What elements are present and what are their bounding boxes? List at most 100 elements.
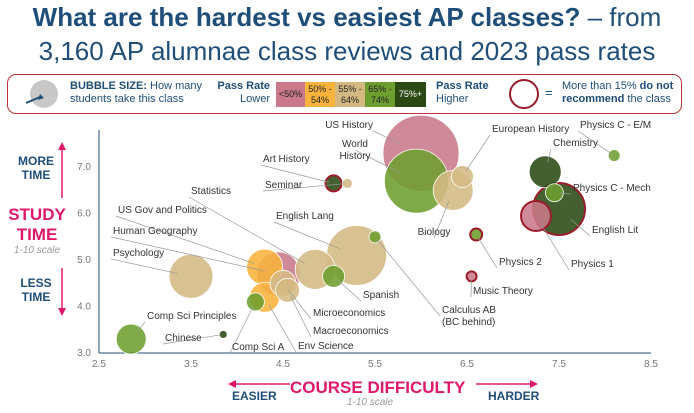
not-recommended-pre: More than 15% <box>562 80 640 92</box>
bubble-psychology <box>168 253 214 299</box>
leader-line-english-lit <box>570 218 591 237</box>
chart-title-line1: What are the hardest vs easiest AP class… <box>0 2 694 33</box>
leader-line-psychology <box>110 258 179 274</box>
bubble-label-comp-sci-a: Comp Sci A <box>232 342 285 353</box>
y-axis-title: STUDY TIME <box>8 205 66 244</box>
bubble-size-text: BUBBLE SIZE: How many students take this… <box>70 80 202 106</box>
bubble-label-physics-2: Physics 2 <box>499 257 542 268</box>
not-recommended-text: More than 15% do not recommend the class <box>562 80 673 106</box>
x-tick-label: 8.5 <box>644 359 658 370</box>
x-tick-label: 4.5 <box>276 359 290 370</box>
bubble-european-history <box>450 165 474 188</box>
leader-line-microeconomics <box>287 289 312 320</box>
bubble-comp-sci-a <box>245 292 265 312</box>
x-tick-label: 7.5 <box>552 359 566 370</box>
title-bold: What are the hardest vs easiest AP class… <box>32 2 581 32</box>
legend-swatch-lt50: <50% <box>276 82 305 107</box>
legend-box: BUBBLE SIZE: How many students take this… <box>7 74 682 114</box>
legend-swatch-65-74: 65% - 74% <box>365 82 395 107</box>
pass-rate-lower-title: Pass Rate <box>217 80 270 92</box>
chart-title-line2: 3,160 AP alumnae class reviews and 2023 … <box>38 36 656 66</box>
y-tick-label: 4.0 <box>77 302 91 313</box>
leader-line-comp-sci-a <box>229 306 254 354</box>
leader-line-env-science <box>268 304 297 353</box>
title-rest: – from <box>580 2 662 32</box>
y-tick-label: 5.0 <box>77 255 91 266</box>
bubble-calculus-ab-bc-behind- <box>368 230 382 244</box>
y-tick-label: 7.0 <box>77 162 91 173</box>
x-axis-title: COURSE DIFFICULTY <box>290 378 466 397</box>
leader-line-chinese <box>162 334 221 345</box>
bubble-seminar <box>341 178 353 189</box>
bubble-label-human-geography: Human Geography <box>113 226 198 237</box>
y-less-time-label: LESS TIME <box>20 276 52 304</box>
bubble-label-calculus-ab-bc-behind-: Calculus AB (BC behind) <box>442 305 496 328</box>
leader-line-physics-2 <box>477 237 498 269</box>
pass-rate-higher-label: Higher <box>436 93 469 105</box>
leader-line-physics-c-mech <box>559 192 572 195</box>
x-axis-scale: 1-10 scale <box>346 397 394 408</box>
leader-line-calculus-ab-bc-behind- <box>377 239 441 317</box>
y-more-time-label: MORE TIME <box>18 154 54 182</box>
not-recommended-legend-icon <box>509 79 539 109</box>
not-recommended-bold1: do not <box>639 80 674 92</box>
bubble-label-macroeconomics: Macroeconomics <box>313 326 389 337</box>
bubble-size-legend-icon <box>25 80 58 108</box>
bubble-art-history <box>324 174 343 193</box>
bubble-physics-c-mech <box>545 183 564 203</box>
leader-line-statistics <box>188 196 305 264</box>
leader-line-world-history <box>354 149 400 173</box>
bubble-label-psychology: Psychology <box>113 248 164 259</box>
bubble-label-music-theory: Music Theory <box>473 286 533 297</box>
y-tick-label: 6.0 <box>77 209 91 220</box>
bubble-macroeconomics <box>275 277 301 303</box>
leader-line-art-history <box>260 164 330 183</box>
not-recommended-post: the class <box>624 93 671 105</box>
leader-line-spanish <box>338 280 362 302</box>
bubble-label-us-history: US History <box>325 120 373 131</box>
x-harder-label: HARDER <box>488 389 540 403</box>
bubble-size-rest2: students take this class <box>70 93 184 105</box>
y-tick-label: 3.0 <box>77 348 91 359</box>
leader-line-music-theory <box>470 279 472 298</box>
label-layer: US History World History European History Bi… <box>110 120 651 354</box>
bubble-label-biology: Biology <box>418 227 451 238</box>
leader-line-human-geography <box>110 236 266 272</box>
bubble-label-spanish: Spanish <box>363 290 399 301</box>
x-tick-label: 2.5 <box>92 359 106 370</box>
pass-rate-higher-title: Pass Rate <box>436 80 489 92</box>
bubble-physics-c-e-m <box>607 149 621 162</box>
bubble-layer <box>115 114 621 355</box>
bubble-label-env-science: Env Science <box>298 341 354 352</box>
bubble-spanish <box>322 264 346 288</box>
bubble-size-rest1: How many <box>147 80 203 92</box>
bubble-physics-1 <box>520 199 552 232</box>
x-tick-label: 3.5 <box>184 359 198 370</box>
pass-rate-lower: Pass Rate Lower <box>216 80 270 106</box>
pass-rate-lower-label: Lower <box>240 93 270 105</box>
leader-line-us-history <box>372 130 401 144</box>
bubble-label-art-history: Art History <box>263 154 310 165</box>
bubble-size-bold: BUBBLE SIZE: <box>70 80 147 92</box>
x-tick-label: 5.5 <box>368 359 382 370</box>
bubble-label-comp-sci-principles: Comp Sci Principles <box>147 311 236 322</box>
bubble-label-microeconomics: Microeconomics <box>313 308 385 319</box>
bubble-label-european-history: European History <box>492 124 569 135</box>
legend-swatch-55-64: 55% - 64% <box>335 82 365 107</box>
x-tick-label: 6.5 <box>460 359 474 370</box>
bubble-label-statistics: Statistics <box>191 186 231 197</box>
bubble-chemistry <box>528 155 562 189</box>
pass-rate-higher: Pass Rate Higher <box>436 80 489 106</box>
leader-line-chemistry <box>547 148 552 163</box>
bubble-chinese <box>218 330 228 339</box>
leader-line-us-gov-and-politics <box>115 215 255 264</box>
y-axis-scale: 1-10 scale <box>13 245 61 256</box>
legend-swatch-50-54: 50% - 54% <box>305 82 335 107</box>
bubble-label-english-lang: English Lang <box>276 211 334 222</box>
x-easier-label: EASIER <box>232 389 277 403</box>
grid-layer: 2.5 3.5 4.5 5.5 6.5 7.5 8.5 3.0 4.0 5.0 6.0 7.0 <box>77 130 658 370</box>
bubble-label-seminar: Seminar <box>265 180 303 191</box>
leader-line-physics-c-e-m <box>577 130 612 154</box>
leader-line-english-lang <box>273 221 341 250</box>
